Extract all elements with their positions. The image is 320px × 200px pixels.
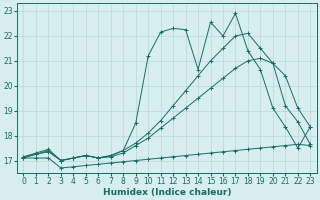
X-axis label: Humidex (Indice chaleur): Humidex (Indice chaleur) [103, 188, 231, 197]
